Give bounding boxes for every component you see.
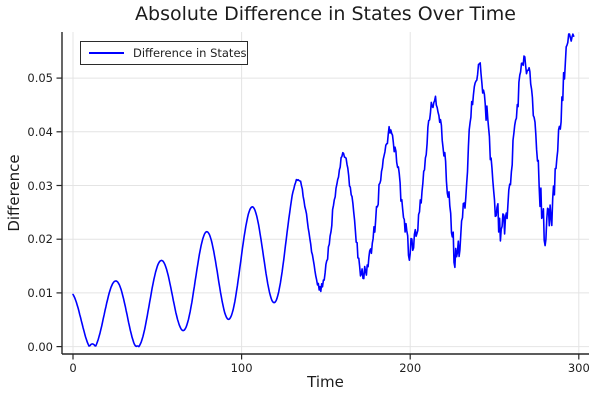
y-tick-label: 0.01	[27, 285, 53, 300]
y-tick-label: 0.03	[27, 178, 53, 193]
x-tick-label: 200	[399, 361, 422, 375]
y-tick-label: 0.04	[27, 124, 53, 139]
x-tick-label: 100	[230, 361, 253, 375]
x-axis-label: Time	[307, 373, 344, 391]
tick-marks	[56, 77, 580, 360]
y-axis-label: Difference	[5, 154, 23, 232]
chart-title: Absolute Difference in States Over Time	[135, 3, 516, 25]
legend-box: Difference in States	[80, 41, 248, 65]
legend-label: Difference in States	[133, 46, 247, 60]
y-tick-label: 0.02	[27, 232, 53, 247]
gridlines	[62, 32, 589, 354]
x-tick-label: 300	[567, 361, 590, 375]
y-tick-label: 0.00	[27, 339, 53, 354]
series-line-difference	[72, 33, 575, 348]
axis-spines	[61, 32, 589, 355]
y-tick-label: 0.05	[27, 71, 53, 86]
x-tick-label: 0	[69, 361, 77, 375]
legend-line-sample	[89, 52, 124, 54]
